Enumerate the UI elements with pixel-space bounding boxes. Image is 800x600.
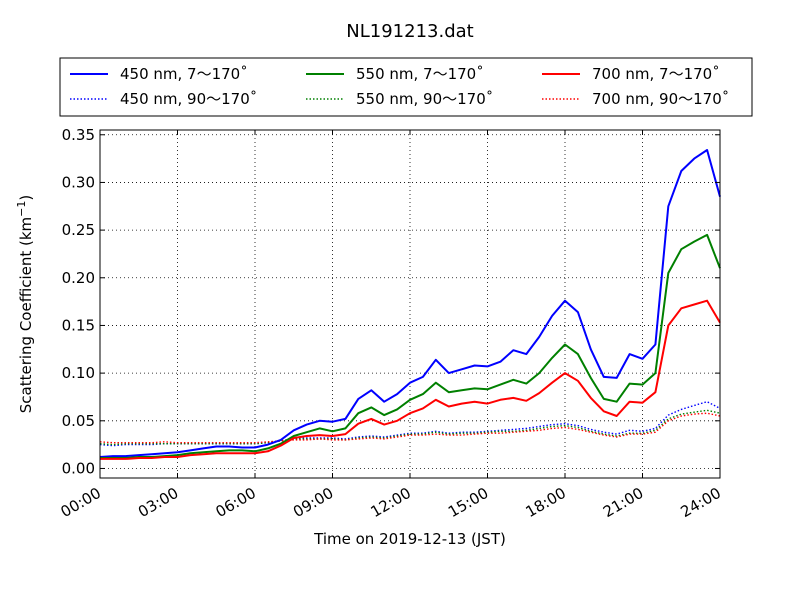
legend-label-2: 700 nm, 7～170˚: [592, 65, 720, 83]
y-tick-label: 0.25: [62, 221, 95, 239]
y-axis-label: Scattering Coefficient (km−1): [15, 195, 35, 414]
legend-label-4: 550 nm, 90～170˚: [356, 90, 493, 108]
series-line-5: [99, 412, 721, 444]
y-axis-label-superscript: −1: [15, 201, 28, 217]
x-axis-label: Time on 2019-12-13 (JST): [313, 530, 506, 548]
series-line-1: [100, 233, 721, 459]
y-tick-label: 0.30: [62, 173, 95, 191]
y-tick-label: 0.15: [62, 316, 95, 334]
grid: [100, 130, 720, 478]
plot-background: [100, 130, 720, 478]
y-tick-label: 0.35: [62, 126, 95, 144]
series-line-0: [99, 149, 721, 458]
y-tick-label: 0.10: [62, 364, 95, 382]
legend-label-3: 450 nm, 90～170˚: [120, 90, 257, 108]
y-axis-label-end: ): [17, 195, 35, 201]
series-line-4: [99, 409, 721, 446]
plot-area: 00:00 03:00 06:00 09:00 12:00 15:00 18:00 21:00…: [58, 126, 724, 521]
chart-title: NL191213.dat: [346, 21, 473, 42]
legend-label-1: 550 nm, 7～170˚: [356, 65, 484, 83]
y-tick-label: 0.20: [62, 269, 95, 287]
legend-label-5: 700 nm, 90～170˚: [592, 90, 729, 108]
series-layer: [99, 149, 721, 460]
legend: 450 nm, 7～170˚ 550 nm, 7～170˚ 700 nm, 7～17…: [59, 57, 753, 117]
y-tick-label: 0.00: [62, 459, 95, 477]
y-axis-label-main: Scattering Coefficient (km: [17, 217, 35, 413]
series-line-2: [100, 299, 721, 460]
legend-label-0: 450 nm, 7～170˚: [120, 65, 248, 83]
y-tick-label: 0.05: [62, 412, 95, 430]
legend-frame: [59, 57, 753, 117]
